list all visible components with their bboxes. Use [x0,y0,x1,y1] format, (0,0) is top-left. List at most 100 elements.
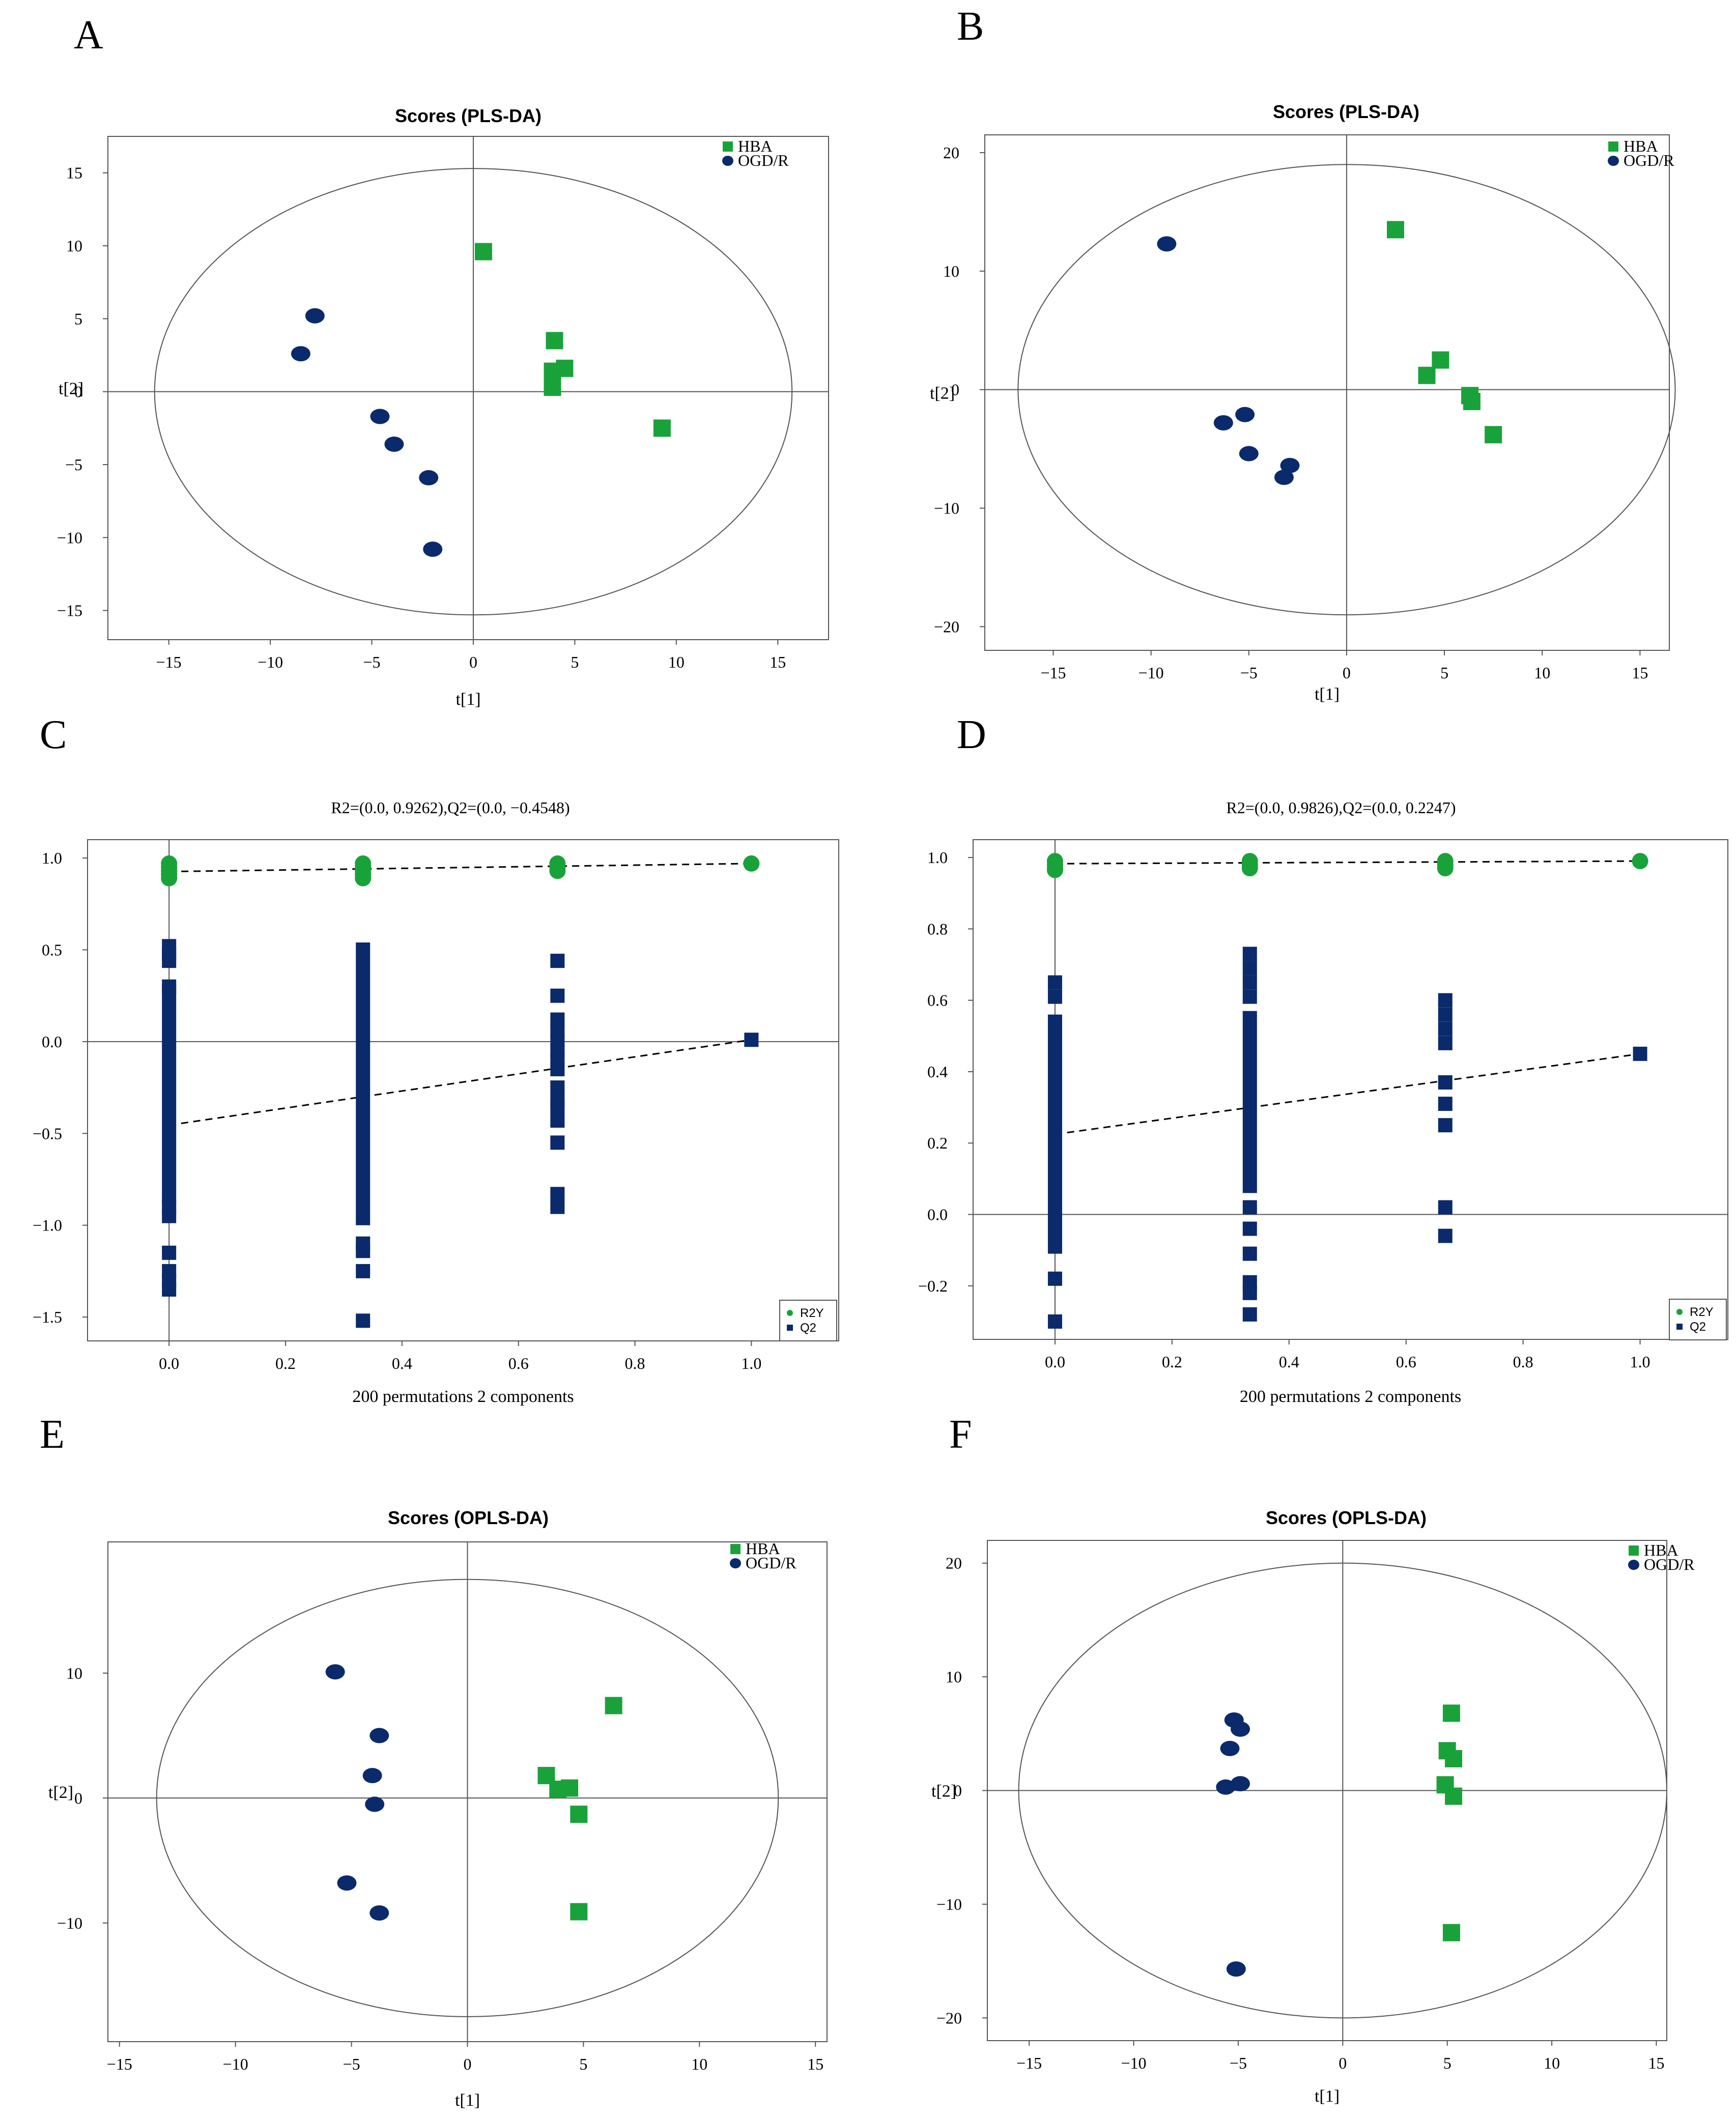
point-q2 [162,1282,177,1297]
point-r2y [743,855,760,872]
q2-permutation-band [356,942,371,1225]
x-tick-label: −15 [156,653,182,671]
point-q2 [1047,975,1062,990]
y-tick-label: 0 [74,383,82,401]
x-tick-label: −10 [223,2055,248,2073]
x-tick-label: 10 [691,2055,707,2073]
panel-letter: D [957,712,986,757]
y-tick-label: 10 [66,1664,82,1682]
y-tick-label: 15 [66,164,82,182]
x-tick-label: 0 [464,2055,472,2073]
x-tick-label: 5 [1440,664,1448,682]
point-ogdr [1226,1961,1246,1977]
legend-q2-swatch [1676,1324,1683,1330]
point-q2 [1242,1221,1257,1236]
point-hba [549,1781,567,1798]
point-q2 [356,1313,371,1328]
x-tick-label: −15 [1016,2054,1042,2072]
legend-q2-label: Q2 [800,1321,816,1335]
x-tick-label: 10 [1534,664,1550,682]
point-ogdr [305,308,325,324]
point-q2 [356,1264,371,1278]
point-r2y [161,870,178,886]
point-q2 [356,1244,371,1258]
point-ogdr [291,346,310,362]
legend-hba-swatch [1629,1545,1639,1556]
x-tick-label: 0.0 [1045,1353,1065,1371]
chart-title: R2=(0.0, 0.9826),Q2=(0.0, 0.2247) [1226,798,1456,817]
point-q2 [1242,975,1257,990]
point-q2 [1242,989,1257,1004]
panel-letter: C [40,712,67,757]
legend-hba-label: HBA [738,137,773,155]
x-tick-label: −5 [1240,664,1258,682]
x-tick-label: 0.4 [392,1354,412,1372]
y-tick-label: 20 [943,144,959,162]
x-tick-label: 15 [1648,2054,1664,2072]
point-q2 [1242,1246,1257,1261]
y-tick-label: 0.5 [42,940,62,959]
point-ogdr [365,1796,385,1812]
panel-c: C R2=(0.0, 0.9262),Q2=(0.0, −0.4548) 0.0 0.… [33,712,839,1406]
plot-frame [107,136,829,640]
point-ogdr [1274,470,1294,485]
y-tick-label: 10 [943,262,959,280]
point-hba [1445,1787,1463,1805]
x-tick-label: 15 [1632,664,1648,682]
point-q2 [1438,1036,1453,1050]
y-tick-label: −10 [57,528,82,547]
point-hba [1485,426,1502,444]
point-ogdr [337,1875,357,1891]
y-tick-label: 1.0 [42,849,62,867]
point-ogdr [325,1664,345,1680]
panel-b: B Scores (PLS-DA) −15 −10 −5 0 5 10 15 −20 −10 0 10 2… [930,4,1676,704]
point-r2y [1437,860,1454,877]
point-q2 [550,1113,565,1128]
point-ogdr [369,1905,389,1921]
legend-q2-label: Q2 [1690,1320,1706,1334]
q2-permutation-band [162,985,177,1204]
point-q2 [1438,1228,1453,1243]
point-q2 [1242,1200,1257,1215]
point-q2 [1438,1200,1453,1215]
regression-line-r2y [1055,860,1640,865]
legend-ogdr-label: OGD/R [1644,1555,1695,1573]
point-r2y [1632,853,1648,870]
y-tick-label: −10 [57,1914,82,1932]
y-tick-label: 10 [66,237,82,255]
point-q2 [550,1100,565,1115]
point-q2 [1438,1075,1453,1090]
point-q2 [1242,961,1257,976]
legend-r2y-swatch [1676,1309,1683,1315]
x-tick-label: 0.6 [1396,1353,1416,1371]
legend-hba-label: HBA [1644,1541,1678,1559]
q2-permutation-band [1242,1011,1257,1193]
point-q2 [1242,1285,1257,1300]
point-hba [653,419,671,437]
q2-permutation-band [1047,1014,1062,1254]
x-tick-label: 0 [1343,664,1351,682]
plot-frame [984,134,1670,651]
y-tick-label: 0 [951,381,959,399]
regression-line-q2 [1055,1053,1640,1135]
legend-box [1669,1299,1727,1340]
hotelling-ellipse [156,1579,779,2017]
panel-f: F Scores (OPLS-DA) −15 −10 −5 0 5 10 15 −20 −10 0 10… [931,1412,1695,2106]
legend-r2y-swatch [787,1310,793,1316]
legend-hba-label: HBA [746,1539,780,1558]
y-tick-label: 5 [74,309,82,328]
plot-frame [87,839,839,1341]
point-ogdr [1216,1779,1236,1795]
x-axis-label: t[1] [1315,685,1340,704]
x-tick-label: 1.0 [1630,1353,1650,1371]
x-tick-label: 15 [807,2055,823,2073]
point-q2 [1438,1007,1453,1022]
chart-title: Scores (OPLS-DA) [1266,1507,1427,1528]
point-r2y [1241,860,1258,877]
point-q2 [550,1080,565,1095]
legend-ogdr-label: OGD/R [746,1554,796,1572]
point-q2 [1242,947,1257,961]
point-ogdr [1213,415,1233,431]
point-q2 [550,1135,565,1150]
hotelling-ellipse [154,168,793,616]
